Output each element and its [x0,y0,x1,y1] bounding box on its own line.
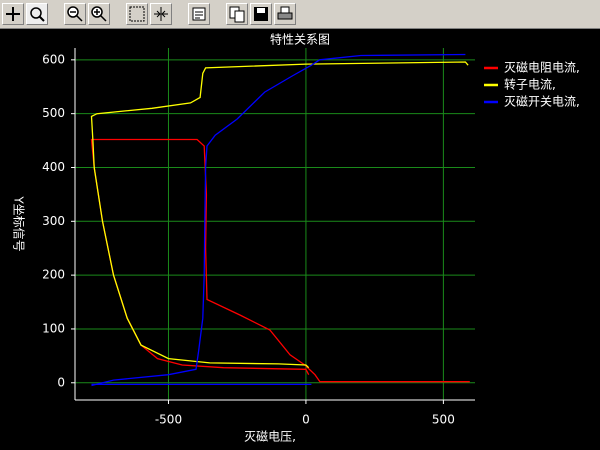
y-tick-label: 0 [57,375,65,389]
legend-label: 灭磁电阻电流, [504,60,580,75]
series-line [90,138,470,383]
chart-background [0,29,600,450]
legend-label: 转子电流, [504,77,556,92]
zoom-out-button[interactable] [64,3,86,25]
select-button[interactable] [126,3,148,25]
print-button[interactable] [274,3,296,25]
x-tick-label: 500 [432,413,455,427]
y-tick-label: 300 [42,214,65,228]
properties-button[interactable] [188,3,210,25]
toolbar [0,0,600,29]
series-line [91,53,466,387]
x-tick-label: -500 [155,413,182,427]
zoom-point-button[interactable] [26,3,48,25]
y-tick-label: 200 [42,268,65,282]
y-tick-label: 400 [42,160,65,174]
chart-title: 特性关系图 [270,32,330,47]
legend-label: 灭磁开关电流, [504,94,580,109]
copy-button[interactable] [226,3,248,25]
fit-button[interactable] [150,3,172,25]
zoom-in-button[interactable] [88,3,110,25]
y-tick-label: 500 [42,106,65,120]
y-axis-label: Y坐标信号 [12,195,26,251]
y-tick-label: 600 [42,52,65,66]
series-line [90,61,469,369]
y-tick-label: 100 [42,321,65,335]
x-tick-label: 0 [302,413,310,427]
pan-button[interactable] [2,3,24,25]
chart: 特性关系图 灭磁电压, Y坐标信号 0 100 200 300 400 500 600 -50… [0,29,600,450]
x-axis-label: 灭磁电压, [244,429,296,444]
save-button[interactable] [250,3,272,25]
